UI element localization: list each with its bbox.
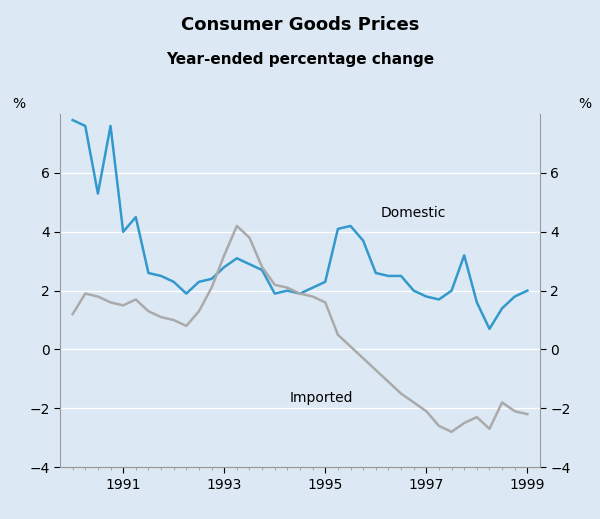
Text: Imported: Imported bbox=[290, 391, 353, 405]
Text: Domestic: Domestic bbox=[381, 206, 446, 220]
Text: Year-ended percentage change: Year-ended percentage change bbox=[166, 52, 434, 67]
Text: Consumer Goods Prices: Consumer Goods Prices bbox=[181, 16, 419, 34]
Text: %: % bbox=[578, 97, 592, 111]
Text: %: % bbox=[12, 97, 25, 111]
